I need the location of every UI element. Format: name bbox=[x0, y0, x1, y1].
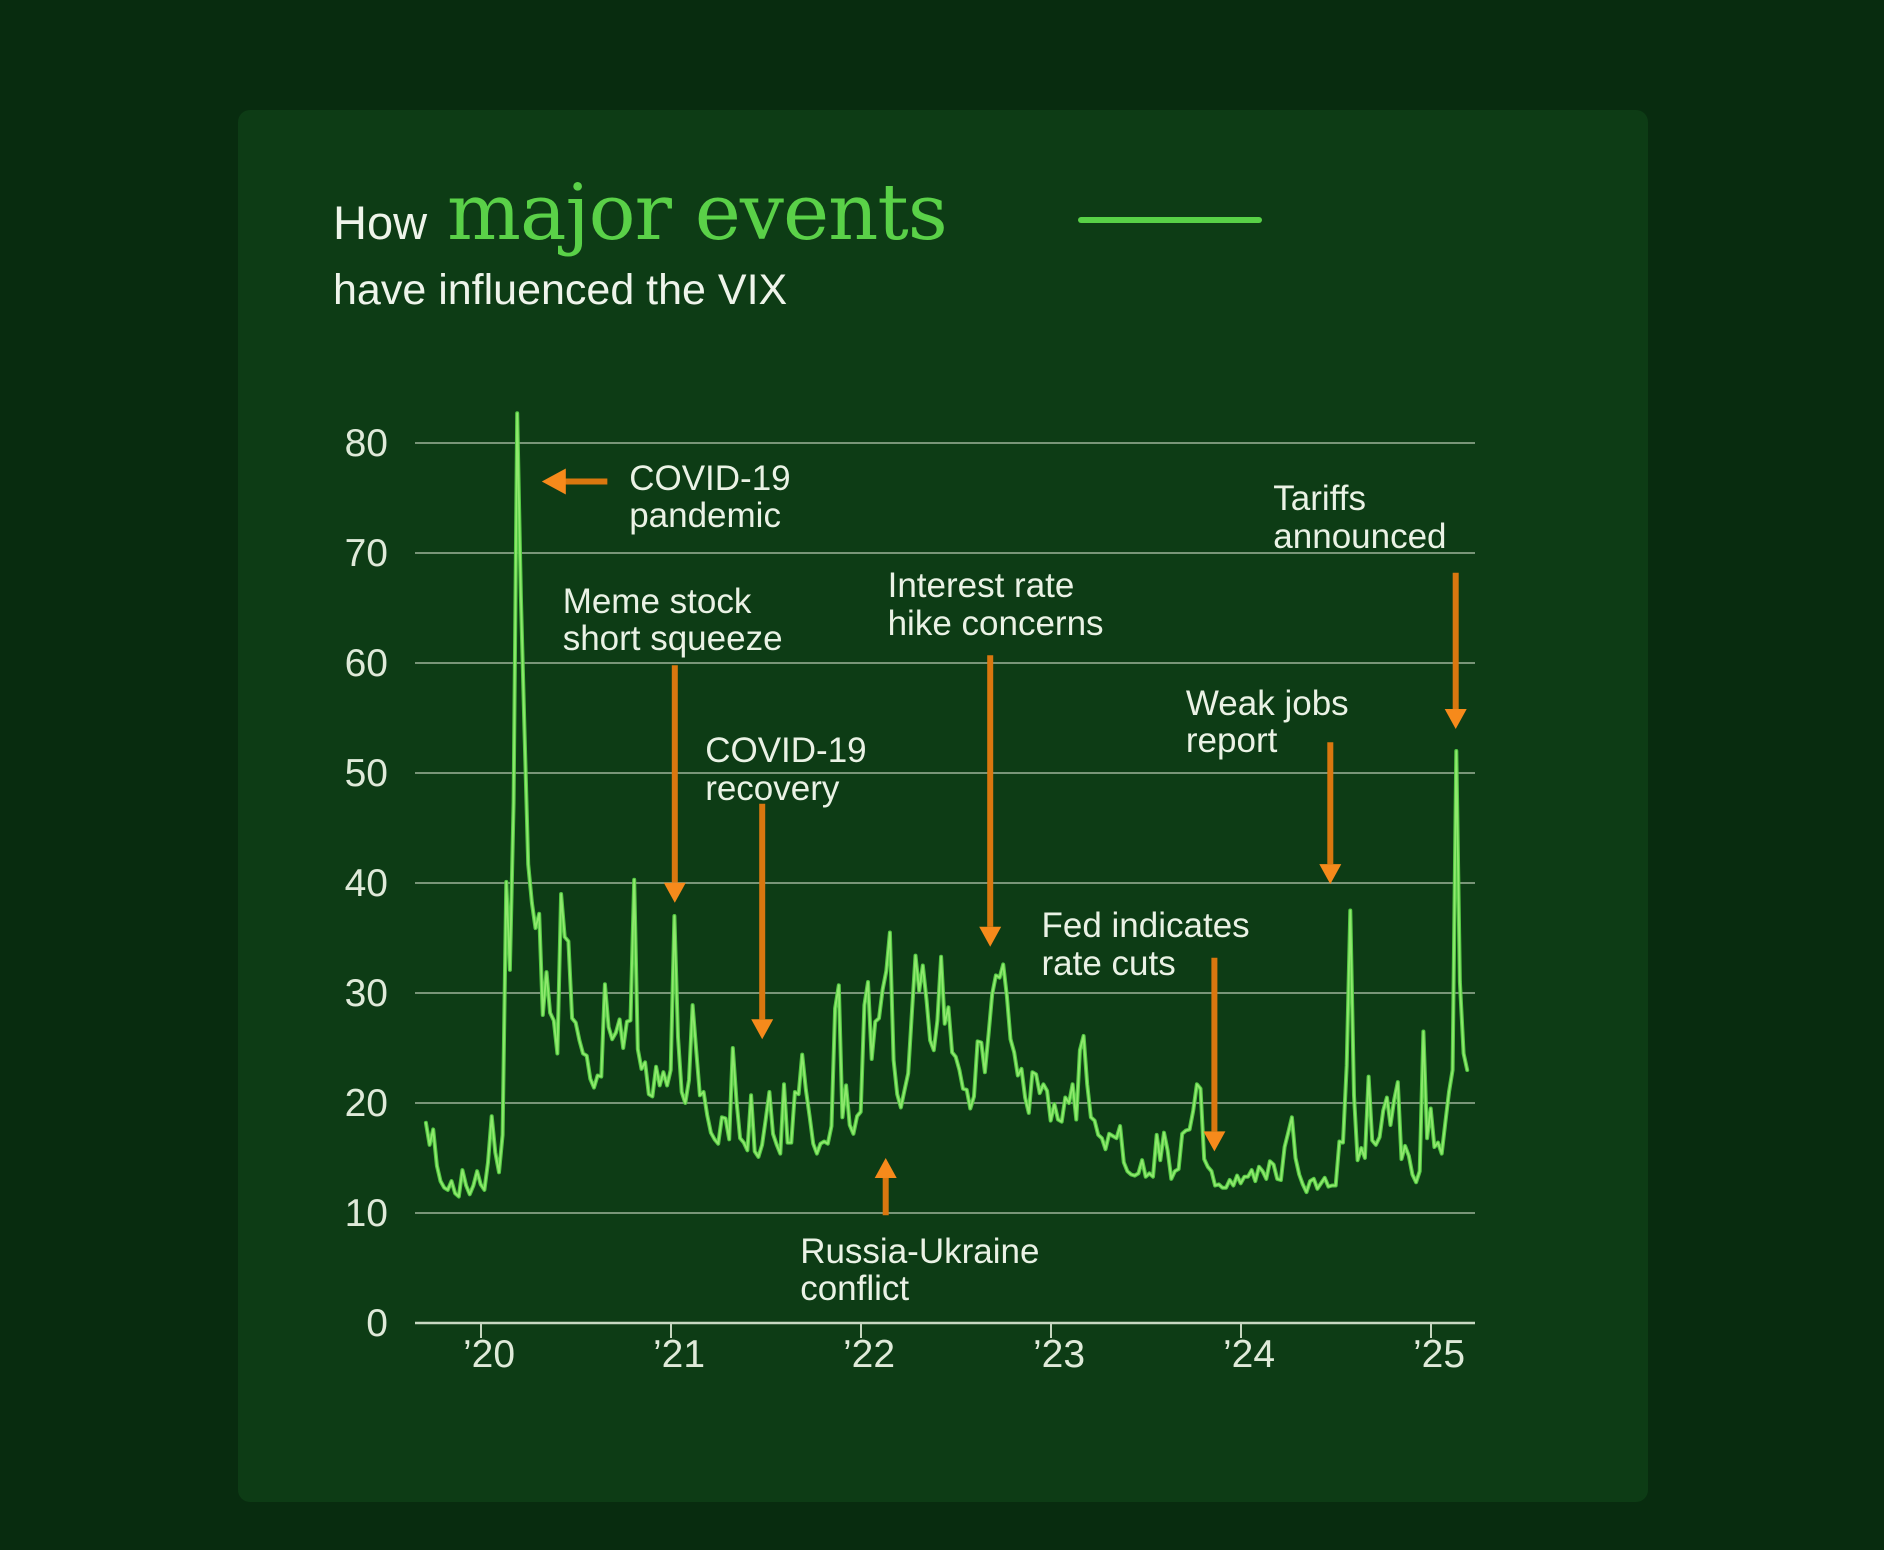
annotation-label-covid-recovery: COVID-19 recovery bbox=[705, 732, 866, 807]
annotation-label-tariffs: Tariffs announced bbox=[1273, 480, 1446, 555]
y-tick-label: 50 bbox=[345, 752, 388, 795]
annotation-label-line: COVID-19 bbox=[629, 458, 791, 498]
y-tick-label: 10 bbox=[345, 1192, 388, 1235]
x-tick-label: ’21 bbox=[653, 1333, 705, 1376]
annotation-label-weak-jobs: Weak jobs report bbox=[1186, 685, 1349, 760]
y-tick-label: 80 bbox=[345, 422, 388, 465]
chart-card bbox=[238, 110, 1648, 1502]
y-tick-label: 40 bbox=[345, 862, 388, 905]
annotation-label-rate-hike: Interest rate hike concerns bbox=[888, 567, 1104, 642]
annotation-arrowhead-covid-recovery bbox=[751, 1019, 774, 1040]
annotation-label-line: pandemic bbox=[629, 495, 781, 535]
x-tick-label: ’22 bbox=[843, 1333, 895, 1376]
x-tick-label: ’25 bbox=[1413, 1333, 1465, 1376]
annotation-arrowhead-meme-stock bbox=[663, 882, 686, 903]
y-tick-label: 70 bbox=[345, 532, 388, 575]
annotation-arrowhead-tariffs bbox=[1444, 709, 1467, 729]
annotation-label-line: recovery bbox=[705, 768, 840, 808]
annotation-label-line: report bbox=[1185, 721, 1278, 761]
annotation-label-line: Tariffs bbox=[1273, 479, 1367, 519]
y-tick-label: 60 bbox=[345, 642, 388, 685]
y-tick-label: 0 bbox=[366, 1302, 388, 1345]
annotation-label-line: short squeeze bbox=[562, 619, 783, 659]
annotation-arrowhead-fed-rate-cuts bbox=[1203, 1131, 1226, 1152]
annotation-label-line: Russia-Ukraine bbox=[800, 1231, 1040, 1271]
x-tick-label: ’24 bbox=[1223, 1333, 1275, 1376]
title-prefix: How bbox=[333, 196, 428, 249]
annotation-label-line: COVID-19 bbox=[705, 731, 867, 771]
annotation-arrowhead-rate-hike bbox=[979, 926, 1002, 947]
annotation-label-line: Interest rate bbox=[887, 566, 1075, 606]
annotation-label-line: rate cuts bbox=[1041, 943, 1176, 983]
chart-subtitle: have influenced the VIX bbox=[333, 266, 788, 314]
annotation-label-meme-stock: Meme stock short squeeze bbox=[562, 581, 783, 659]
annotation-label-russia-ukraine: Russia-Ukraine conflict bbox=[800, 1231, 1040, 1309]
y-tick-label: 20 bbox=[345, 1082, 388, 1125]
annotation-label-line: Weak jobs bbox=[1185, 684, 1349, 723]
annotation-arrowhead-covid-pandemic bbox=[541, 468, 566, 495]
annotation-label-line: Meme stock bbox=[562, 581, 752, 621]
annotation-arrowhead-russia-ukraine bbox=[874, 1158, 897, 1178]
annotation-label-line: hike concerns bbox=[887, 603, 1104, 643]
chart-title: How major events bbox=[333, 168, 948, 258]
title-highlight: major events bbox=[447, 168, 948, 258]
annotation-label-fed-rate-cuts: Fed indicates rate cuts bbox=[1042, 907, 1250, 982]
vix-line-highlight bbox=[425, 412, 1469, 1198]
annotation-label-line: Fed indicates bbox=[1041, 906, 1250, 946]
annotation-label-line: conflict bbox=[800, 1269, 910, 1309]
x-tick-label: ’23 bbox=[1033, 1333, 1085, 1376]
y-tick-label: 30 bbox=[345, 972, 388, 1015]
title-rule-line bbox=[1078, 217, 1262, 223]
annotation-arrowhead-weak-jobs bbox=[1319, 864, 1342, 885]
annotation-label-covid-pandemic: COVID-19 pandemic bbox=[629, 458, 791, 535]
annotation-label-line: announced bbox=[1273, 516, 1447, 556]
x-tick-label: ’20 bbox=[463, 1333, 515, 1376]
